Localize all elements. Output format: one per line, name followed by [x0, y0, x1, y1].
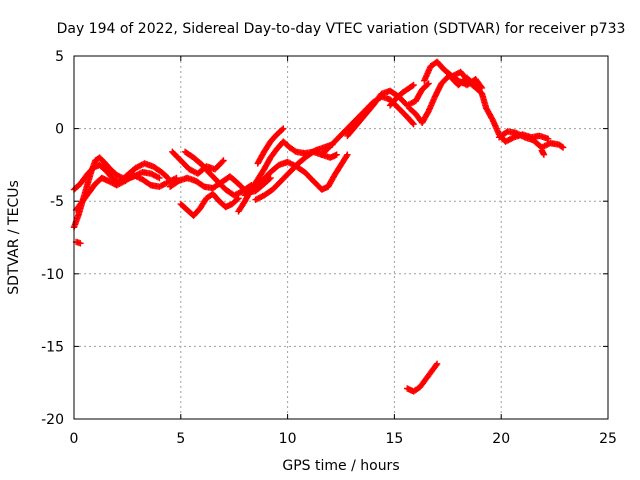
data-point [163, 173, 171, 181]
data-point [410, 81, 417, 89]
x-tick-label: 0 [70, 431, 79, 447]
y-tick-label: 5 [55, 49, 64, 65]
y-tick-label: -15 [41, 339, 64, 355]
data-point [333, 151, 340, 158]
axis-layer: 0 5 10 15 20 25 -20 -15 -10 -5 0 5 [41, 49, 617, 447]
data-point [235, 195, 242, 202]
x-tick-label: 15 [385, 431, 403, 447]
series-arc-b [70, 160, 172, 193]
series-arc-n [344, 80, 432, 140]
data-point [433, 361, 440, 369]
x-axis-title: GPS time / hours [282, 458, 399, 474]
series-arc-d [72, 238, 84, 247]
data-point [154, 174, 162, 181]
grid-layer [74, 56, 608, 419]
y-tick-label: -20 [41, 412, 64, 428]
x-tick-label: 20 [492, 431, 510, 447]
data-point [425, 80, 432, 87]
data-point [156, 174, 163, 182]
series-arc-r [495, 128, 567, 151]
series-arc-s [404, 360, 441, 395]
series-arc-g [181, 148, 255, 199]
series-arc-t [386, 81, 417, 109]
x-tick-label: 5 [176, 431, 185, 447]
series-arc-q [446, 73, 552, 145]
data-point [424, 81, 431, 88]
data-point [409, 82, 416, 89]
series-arc-j [254, 125, 287, 167]
data-point [219, 158, 226, 165]
x-tick-label: 10 [279, 431, 297, 447]
data-point [137, 162, 144, 169]
data-point [409, 120, 416, 127]
data-point [540, 151, 548, 158]
y-tick-label: -5 [50, 194, 64, 210]
data-point [279, 126, 286, 133]
series-arc-c [72, 171, 180, 214]
chart-title: Day 194 of 2022, Sidereal Day-to-day VTE… [57, 21, 626, 37]
series-arc-h [177, 190, 242, 219]
data-point [344, 151, 351, 158]
data-point [234, 196, 241, 203]
series-arc-f [169, 148, 227, 177]
series-arc-u [538, 147, 548, 158]
data-point [343, 152, 350, 160]
data-layer [70, 58, 567, 395]
plot-frame [73, 55, 609, 420]
y-tick-label: 0 [55, 122, 64, 138]
y-tick-label: -10 [41, 267, 64, 283]
data-point [220, 157, 227, 164]
x-tick-label: 25 [599, 431, 617, 447]
series-arc-l [252, 141, 336, 203]
data-point [559, 144, 567, 151]
data-point [280, 125, 287, 132]
data-point [77, 240, 84, 247]
data-point [410, 121, 417, 128]
data-point [433, 360, 441, 367]
y-axis-title: SDTVAR / TECUs [6, 180, 22, 295]
